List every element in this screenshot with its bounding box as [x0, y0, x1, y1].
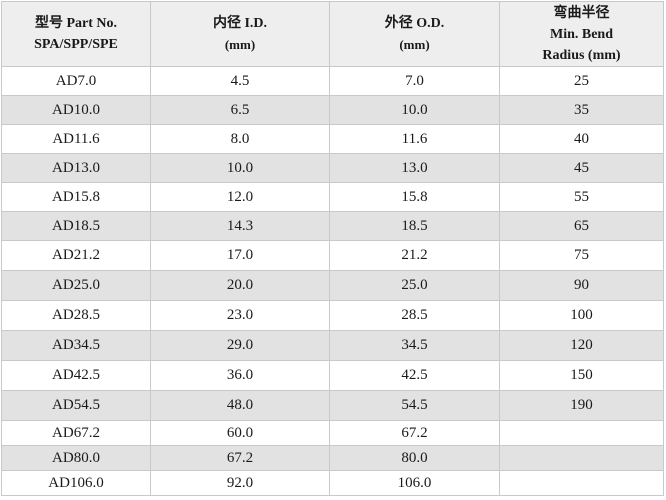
- cell-bend-radius: 55: [499, 182, 664, 212]
- cell-inner-diameter: 36.0: [150, 360, 330, 391]
- table-row: AD7.0 4.5 7.0 25: [1, 66, 664, 96]
- cell-inner-diameter: 92.0: [150, 470, 330, 496]
- table-row: AD80.0 67.2 80.0: [1, 445, 664, 471]
- cell-part-no: AD11.6: [1, 124, 151, 154]
- cell-outer-diameter: 11.6: [329, 124, 500, 154]
- table-row: AD28.5 23.0 28.5 100: [1, 300, 664, 331]
- cell-bend-radius: 90: [499, 270, 664, 301]
- table-header: 型号 Part No. SPA/SPP/SPE 内径 I.D. (mm) 外径 …: [1, 1, 664, 67]
- cell-part-no: AD28.5: [1, 300, 151, 331]
- cell-inner-diameter: 4.5: [150, 66, 330, 96]
- cell-part-no: AD13.0: [1, 153, 151, 183]
- cell-outer-diameter: 54.5: [329, 390, 500, 421]
- header-row: 型号 Part No. SPA/SPP/SPE 内径 I.D. (mm) 外径 …: [1, 1, 664, 67]
- cell-part-no: AD7.0: [1, 66, 151, 96]
- cell-inner-diameter: 20.0: [150, 270, 330, 301]
- cell-bend-radius: 100: [499, 300, 664, 331]
- cell-bend-radius: 150: [499, 360, 664, 391]
- table-row: AD13.0 10.0 13.0 45: [1, 153, 664, 183]
- cell-part-no: AD15.8: [1, 182, 151, 212]
- cell-inner-diameter: 12.0: [150, 182, 330, 212]
- cell-bend-radius: 25: [499, 66, 664, 96]
- table-row: AD34.5 29.0 34.5 120: [1, 330, 664, 361]
- table-row: AD54.5 48.0 54.5 190: [1, 390, 664, 421]
- table-row: AD42.5 36.0 42.5 150: [1, 360, 664, 391]
- table-row: AD67.2 60.0 67.2: [1, 420, 664, 446]
- cell-part-no: AD34.5: [1, 330, 151, 361]
- header-id-line2: (mm): [224, 37, 256, 52]
- table-row: AD21.2 17.0 21.2 75: [1, 240, 664, 271]
- cell-inner-diameter: 14.3: [150, 211, 330, 241]
- cell-outer-diameter: 7.0: [329, 66, 500, 96]
- header-bend-line3: Radius (mm): [542, 47, 621, 63]
- cell-outer-diameter: 28.5: [329, 300, 500, 331]
- cell-bend-radius: 45: [499, 153, 664, 183]
- header-inner-diameter: 内径 I.D. (mm): [150, 1, 330, 67]
- cell-inner-diameter: 60.0: [150, 420, 330, 446]
- cell-bend-radius: [499, 470, 664, 496]
- cell-inner-diameter: 6.5: [150, 95, 330, 125]
- table-row: AD18.5 14.3 18.5 65: [1, 211, 664, 241]
- header-od-line1: 外径 O.D.: [384, 16, 445, 31]
- cell-bend-radius: 65: [499, 211, 664, 241]
- header-part-no-line1: 型号 Part No.: [34, 16, 118, 31]
- cell-outer-diameter: 21.2: [329, 240, 500, 271]
- cell-bend-radius: 75: [499, 240, 664, 271]
- cell-inner-diameter: 17.0: [150, 240, 330, 271]
- cell-inner-diameter: 8.0: [150, 124, 330, 154]
- cell-part-no: AD54.5: [1, 390, 151, 421]
- table-row: AD10.0 6.5 10.0 35: [1, 95, 664, 125]
- table-row: AD11.6 8.0 11.6 40: [1, 124, 664, 154]
- cell-bend-radius: 190: [499, 390, 664, 421]
- cell-bend-radius: [499, 420, 664, 446]
- header-bend-radius: 弯曲半径 Min. Bend Radius (mm): [499, 1, 664, 67]
- header-id-line1: 内径 I.D.: [212, 16, 268, 31]
- cell-outer-diameter: 13.0: [329, 153, 500, 183]
- header-od-line2: (mm): [399, 37, 430, 52]
- cell-bend-radius: [499, 445, 664, 471]
- cell-part-no: AD80.0: [1, 445, 151, 471]
- header-bend-line1: 弯曲半径: [553, 5, 610, 21]
- cell-part-no: AD67.2: [1, 420, 151, 446]
- cell-inner-diameter: 67.2: [150, 445, 330, 471]
- cell-inner-diameter: 48.0: [150, 390, 330, 421]
- cell-part-no: AD25.0: [1, 270, 151, 301]
- cell-outer-diameter: 67.2: [329, 420, 500, 446]
- cell-bend-radius: 120: [499, 330, 664, 361]
- cell-inner-diameter: 29.0: [150, 330, 330, 361]
- header-outer-diameter: 外径 O.D. (mm): [329, 1, 500, 67]
- cell-outer-diameter: 25.0: [329, 270, 500, 301]
- cell-outer-diameter: 18.5: [329, 211, 500, 241]
- cell-outer-diameter: 34.5: [329, 330, 500, 361]
- cell-outer-diameter: 106.0: [329, 470, 500, 496]
- table-row: AD106.0 92.0 106.0: [1, 470, 664, 496]
- cell-part-no: AD106.0: [1, 470, 151, 496]
- cell-part-no: AD18.5: [1, 211, 151, 241]
- cell-inner-diameter: 23.0: [150, 300, 330, 331]
- cell-bend-radius: 35: [499, 95, 664, 125]
- table-body: AD7.0 4.5 7.0 25 AD10.0 6.5 10.0 35 AD11.6 8.0 11.…: [1, 66, 664, 496]
- header-bend-line2: Min. Bend: [549, 26, 613, 42]
- cell-outer-diameter: 15.8: [329, 182, 500, 212]
- cell-outer-diameter: 80.0: [329, 445, 500, 471]
- cell-outer-diameter: 10.0: [329, 95, 500, 125]
- cell-part-no: AD21.2: [1, 240, 151, 271]
- table-row: AD25.0 20.0 25.0 90: [1, 270, 664, 301]
- cell-bend-radius: 40: [499, 124, 664, 154]
- cell-part-no: AD10.0: [1, 95, 151, 125]
- table-row: AD15.8 12.0 15.8 55: [1, 182, 664, 212]
- cell-outer-diameter: 42.5: [329, 360, 500, 391]
- cell-inner-diameter: 10.0: [150, 153, 330, 183]
- header-part-no: 型号 Part No. SPA/SPP/SPE: [1, 1, 151, 67]
- header-part-no-line2: SPA/SPP/SPE: [34, 37, 118, 52]
- cell-part-no: AD42.5: [1, 360, 151, 391]
